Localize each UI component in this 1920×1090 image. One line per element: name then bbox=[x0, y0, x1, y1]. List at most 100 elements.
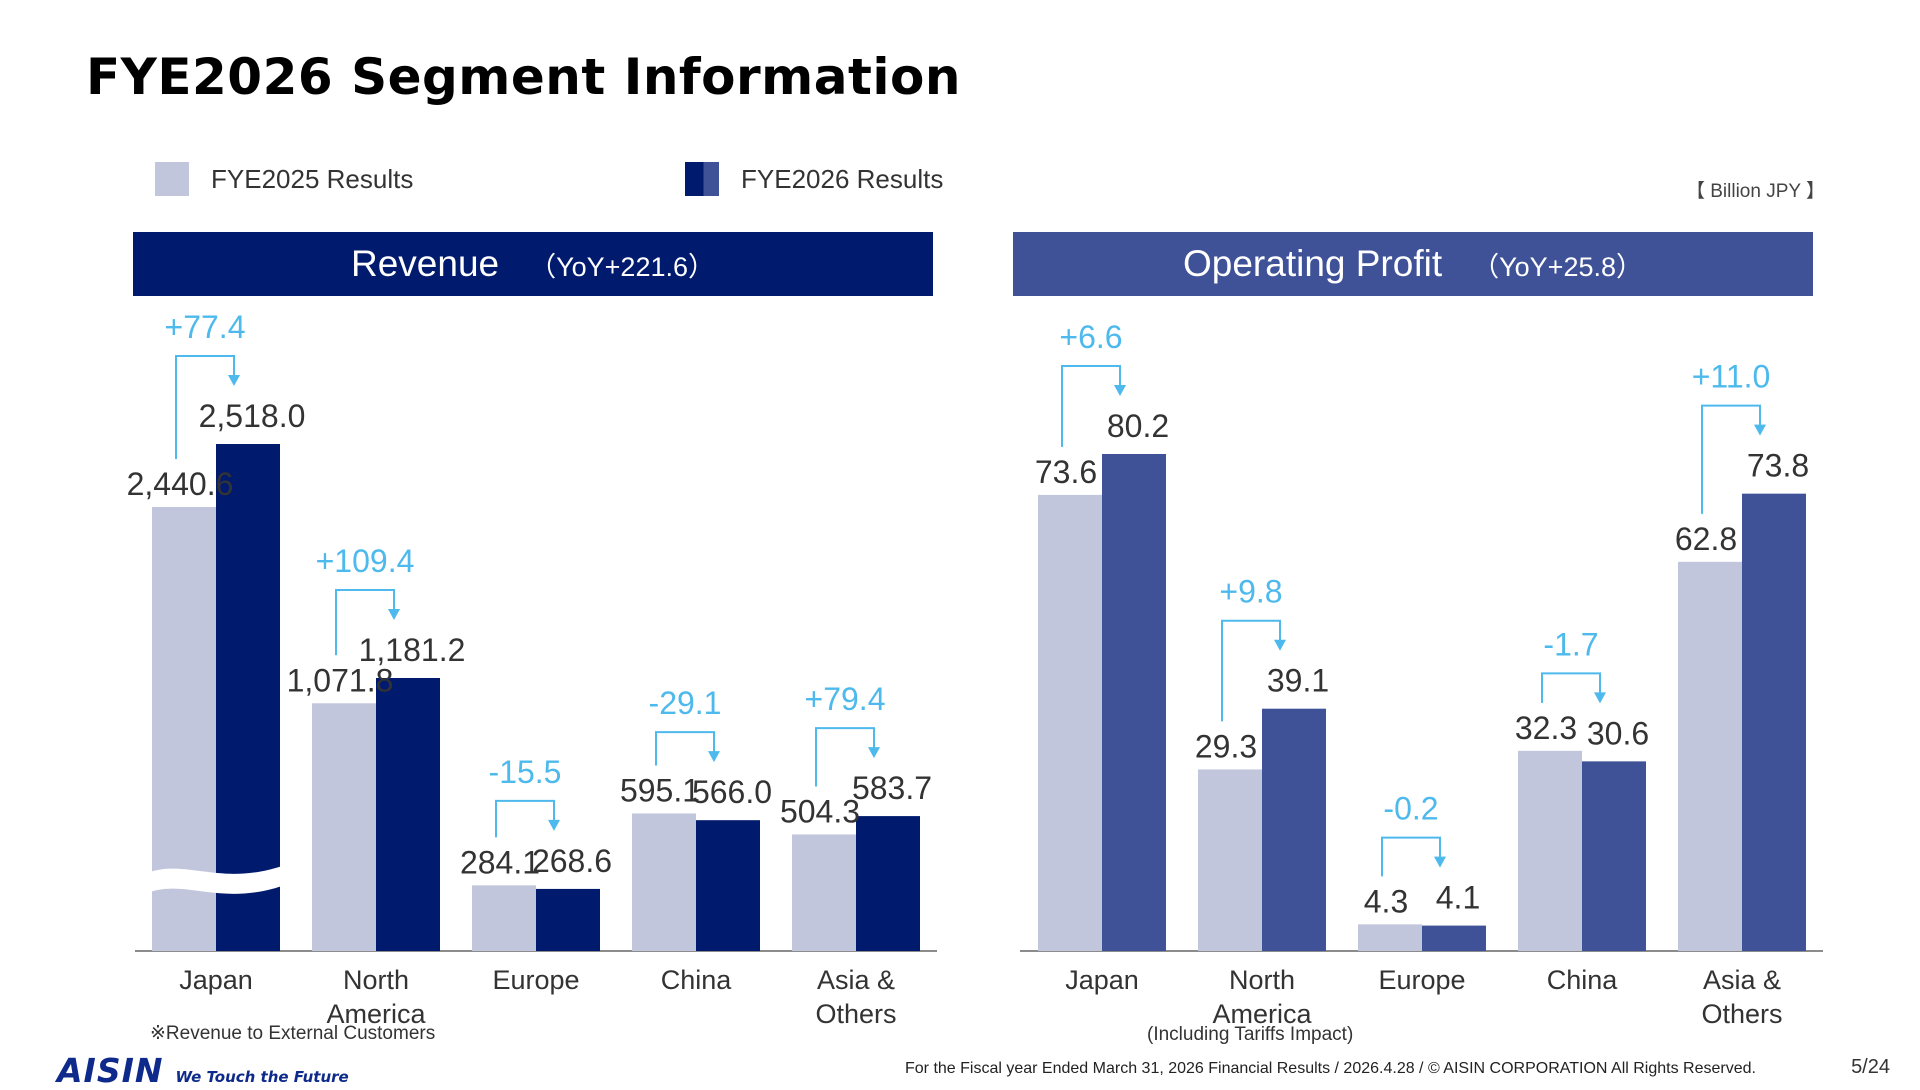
revenue-bar-fye2025-north-america bbox=[312, 703, 376, 951]
profit-bar-fye2025-china bbox=[1518, 750, 1582, 951]
profit-bracket-japan bbox=[1061, 365, 1121, 447]
profit-header: Operating Profit （YoY+25.8） bbox=[1013, 232, 1813, 296]
profit-delta-label-china: -1.7 bbox=[1543, 626, 1598, 662]
revenue-note: ※Revenue to External Customers bbox=[150, 1023, 436, 1044]
logo-tagline: We Touch the Future bbox=[175, 1068, 349, 1086]
revenue-header-title: Revenue bbox=[351, 243, 500, 284]
revenue-delta-label-asia-others: +79.4 bbox=[805, 681, 886, 717]
profit-value-label-fye2026-asia-others: 73.8 bbox=[1747, 448, 1809, 484]
legend-item-fye2026: FYE2026 Results bbox=[685, 161, 943, 197]
profit-bar-fye2026-asia-others bbox=[1742, 493, 1806, 951]
profit-bracket-north-america bbox=[1221, 619, 1281, 722]
profit-category-label-china: China bbox=[1547, 965, 1619, 995]
revenue-category-label-north-america-line2: America bbox=[326, 999, 426, 1029]
revenue-header-yoy: （YoY+221.6） bbox=[529, 251, 715, 282]
profit-bar-fye2025-europe bbox=[1358, 924, 1422, 951]
revenue-bar-fye2026-europe bbox=[536, 888, 600, 951]
revenue-category-label-asia-others-line1: Asia & bbox=[817, 965, 895, 995]
legend-item-fye2025: FYE2025 Results bbox=[155, 161, 413, 197]
profit-value-label-fye2026-north-america: 39.1 bbox=[1267, 663, 1329, 699]
revenue-delta-label-europe: -15.5 bbox=[489, 754, 562, 790]
revenue-arrowhead-europe bbox=[548, 819, 560, 831]
revenue-arrowhead-japan bbox=[228, 375, 240, 386]
revenue-bracket-north-america bbox=[335, 589, 395, 656]
profit-arrowhead-north-america bbox=[1274, 639, 1286, 651]
revenue-value-label-fye2025-china: 595.1 bbox=[620, 772, 700, 808]
legend-swatch-fye2026 bbox=[685, 162, 719, 196]
profit-category-label-asia-others-line1: Asia & bbox=[1703, 965, 1781, 995]
revenue-value-label-fye2025-europe: 284.1 bbox=[460, 844, 540, 880]
profit-bar-fye2026-europe bbox=[1422, 925, 1486, 951]
revenue-bar-fye2025-china bbox=[632, 813, 696, 951]
profit-value-label-fye2026-japan: 80.2 bbox=[1107, 408, 1169, 444]
revenue-value-label-fye2025-north-america: 1,071.8 bbox=[287, 662, 394, 698]
profit-value-label-fye2025-china: 32.3 bbox=[1515, 710, 1577, 746]
profit-bar-fye2026-china bbox=[1582, 761, 1646, 951]
legend-label-fye2025: FYE2025 Results bbox=[211, 163, 414, 194]
revenue-value-label-fye2025-japan: 2,440.6 bbox=[127, 466, 234, 502]
revenue-delta-label-north-america: +109.4 bbox=[316, 543, 415, 579]
revenue-bracket-china bbox=[655, 731, 715, 766]
profit-bar-fye2025-japan bbox=[1038, 494, 1102, 951]
revenue-bracket-asia-others bbox=[815, 727, 875, 787]
profit-bar-fye2026-north-america bbox=[1262, 708, 1326, 951]
profit-delta-label-north-america: +9.8 bbox=[1219, 574, 1282, 610]
profit-header-yoy: （YoY+25.8） bbox=[1472, 251, 1643, 282]
profit-value-label-fye2025-north-america: 29.3 bbox=[1195, 728, 1257, 764]
revenue-bar-fye2026-north-america bbox=[376, 678, 440, 951]
profit-delta-label-europe: -0.2 bbox=[1383, 791, 1438, 827]
page-title: FYE2026 Segment Information bbox=[86, 48, 961, 106]
profit-category-label-north-america-line1: North bbox=[1229, 965, 1295, 995]
revenue-delta-label-japan: +77.4 bbox=[165, 309, 246, 345]
revenue-bar-fye2026-japan bbox=[216, 444, 280, 951]
profit-delta-label-asia-others: +11.0 bbox=[1692, 359, 1771, 395]
revenue-category-label-japan: Japan bbox=[179, 965, 253, 995]
profit-bracket-asia-others bbox=[1701, 404, 1761, 514]
profit-arrowhead-china bbox=[1594, 692, 1606, 704]
legend-label-fye2026: FYE2026 Results bbox=[741, 163, 944, 194]
revenue-value-label-fye2026-north-america: 1,181.2 bbox=[359, 632, 466, 668]
profit-arrowhead-europe bbox=[1434, 856, 1446, 868]
revenue-arrowhead-asia-others bbox=[868, 747, 880, 759]
profit-delta-label-japan: +6.6 bbox=[1059, 319, 1122, 355]
revenue-bar-fye2026-china bbox=[696, 820, 760, 951]
aisin-logo: AISIN We Touch the Future bbox=[57, 1051, 349, 1090]
profit-value-label-fye2025-japan: 73.6 bbox=[1035, 454, 1097, 490]
revenue-value-label-fye2026-china: 566.0 bbox=[692, 774, 772, 810]
revenue-bar-fye2026-asia-others bbox=[856, 816, 920, 951]
revenue-arrowhead-north-america bbox=[388, 609, 400, 620]
profit-category-label-asia-others-line2: Others bbox=[1701, 999, 1782, 1029]
profit-category-label-europe: Europe bbox=[1378, 965, 1465, 995]
page-number: 5/24 bbox=[1851, 1056, 1890, 1078]
profit-bar-fye2025-north-america bbox=[1198, 769, 1262, 951]
profit-header-title: Operating Profit bbox=[1182, 243, 1443, 284]
revenue-value-label-fye2025-asia-others: 504.3 bbox=[780, 793, 860, 829]
profit-value-label-fye2025-europe: 4.3 bbox=[1364, 883, 1408, 919]
revenue-bar-fye2025-europe bbox=[472, 885, 536, 951]
revenue-arrowhead-china bbox=[708, 751, 720, 763]
revenue-bracket-japan bbox=[175, 355, 235, 459]
revenue-value-label-fye2026-europe: 268.6 bbox=[532, 843, 612, 879]
revenue-category-label-china: China bbox=[661, 965, 733, 995]
profit-category-label-north-america-line2: America bbox=[1212, 999, 1312, 1029]
profit-bar-fye2025-asia-others bbox=[1678, 561, 1742, 951]
logo-wordmark: AISIN bbox=[57, 1051, 164, 1090]
revenue-category-label-europe: Europe bbox=[492, 965, 579, 995]
revenue-delta-label-china: -29.1 bbox=[649, 685, 722, 721]
profit-value-label-fye2026-europe: 4.1 bbox=[1436, 880, 1480, 916]
profit-bar-fye2026-japan bbox=[1102, 454, 1166, 951]
unit-label: 【 Billion JPY 】 bbox=[1685, 181, 1825, 202]
revenue-value-label-fye2026-asia-others: 583.7 bbox=[852, 770, 932, 806]
revenue-bracket-europe bbox=[495, 799, 555, 838]
profit-value-label-fye2026-china: 30.6 bbox=[1587, 715, 1649, 751]
profit-value-label-fye2025-asia-others: 62.8 bbox=[1675, 521, 1737, 557]
profit-category-label-japan: Japan bbox=[1065, 965, 1139, 995]
revenue-category-label-north-america-line1: North bbox=[343, 965, 409, 995]
profit-arrowhead-asia-others bbox=[1754, 424, 1766, 436]
revenue-category-label-asia-others-line2: Others bbox=[815, 999, 896, 1029]
revenue-header: Revenue （YoY+221.6） bbox=[133, 232, 933, 296]
revenue-value-label-fye2026-japan: 2,518.0 bbox=[199, 398, 306, 434]
footer-copyright: For the Fiscal year Ended March 31, 2026… bbox=[905, 1060, 1756, 1077]
profit-arrowhead-japan bbox=[1114, 385, 1126, 396]
